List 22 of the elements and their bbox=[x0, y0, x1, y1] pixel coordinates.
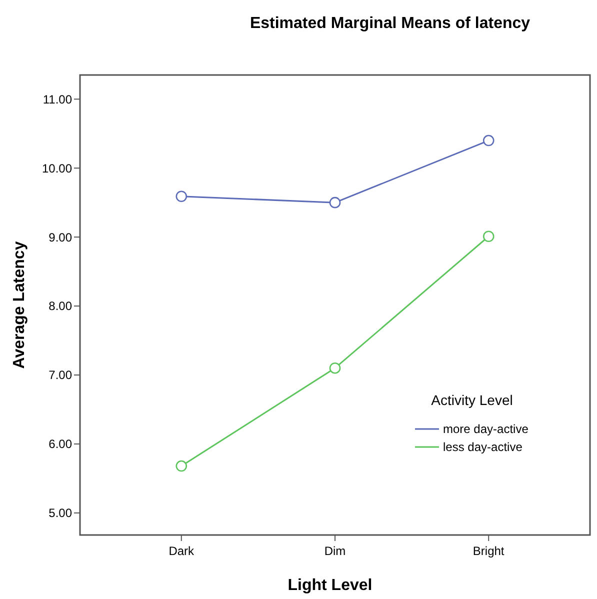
x-tick-label: Bright bbox=[472, 544, 505, 558]
x-axis-title: Light Level bbox=[288, 577, 372, 594]
point bbox=[482, 230, 494, 242]
y-tick-label: 8.00 bbox=[48, 299, 72, 314]
y-tick-label: 11.00 bbox=[42, 92, 72, 106]
y-axis-title: Average Latency bbox=[11, 241, 28, 369]
chart-title: Estimated Marginal Means of latency bbox=[250, 15, 530, 32]
point bbox=[329, 362, 341, 374]
legend-title: Activity Level bbox=[431, 392, 513, 408]
y-tick-label: 6.00 bbox=[48, 437, 72, 452]
legend-label: less day-active bbox=[443, 440, 523, 454]
point bbox=[329, 196, 341, 208]
point bbox=[176, 190, 188, 202]
x-tick-label: Dark bbox=[168, 544, 196, 558]
y-tick-label: 10.00 bbox=[42, 161, 72, 176]
point bbox=[482, 134, 494, 146]
y-tick-label: 7.00 bbox=[48, 368, 72, 382]
point bbox=[176, 460, 188, 472]
x-tick-label: Dim bbox=[324, 544, 346, 558]
y-tick-label: 9.00 bbox=[48, 230, 72, 244]
y-tick-label: 5.00 bbox=[48, 506, 72, 520]
legend-label: more day-active bbox=[443, 422, 529, 436]
